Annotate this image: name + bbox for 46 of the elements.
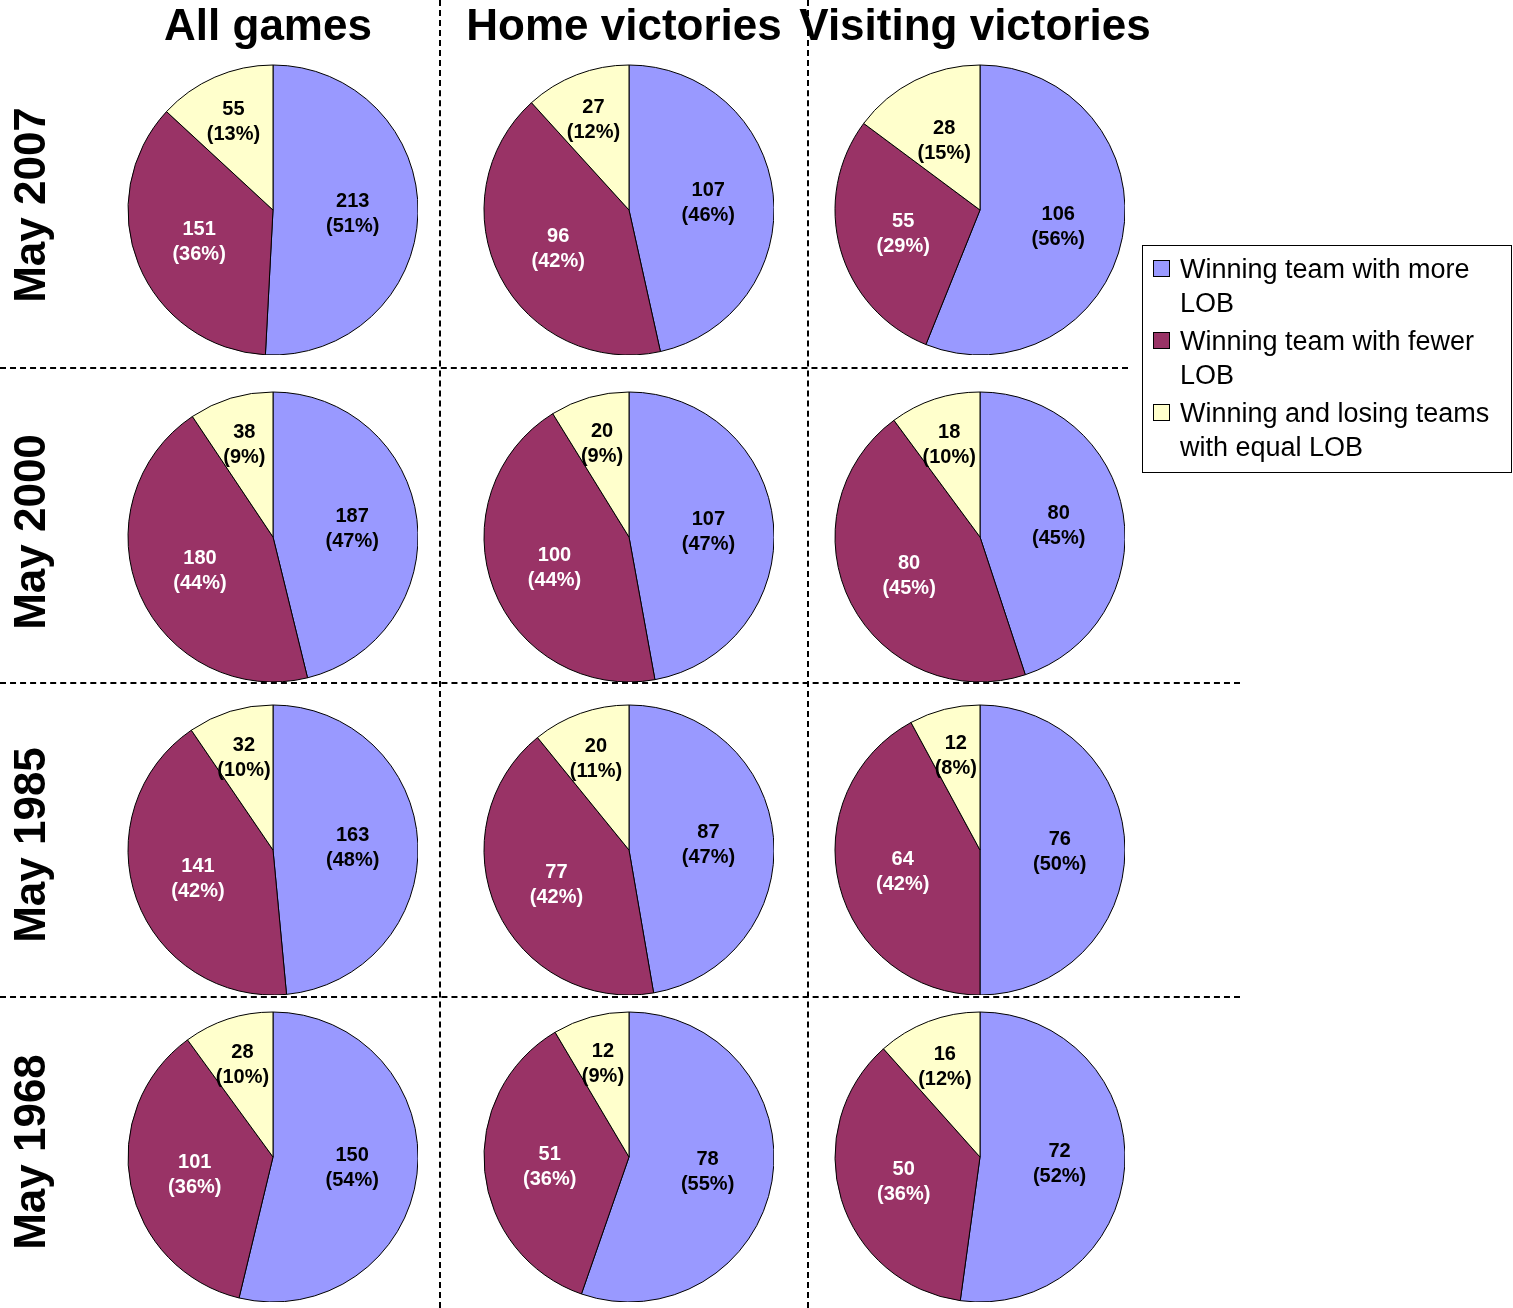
legend-label: Winning and losing teams with equal LOB xyxy=(1180,397,1491,464)
data-label: 32 (10%) xyxy=(217,732,271,780)
data-label: 28 (10%) xyxy=(215,1040,270,1088)
data-label: 55 (13%) xyxy=(206,96,261,144)
chart-title: All games xyxy=(163,0,373,50)
data-label: 213 (51%) xyxy=(326,189,380,237)
data-label: 87 (47%) xyxy=(681,820,736,868)
data-label: 50 (36%) xyxy=(877,1157,931,1205)
text: May 2000 xyxy=(5,433,55,632)
data-label: 101 (36%) xyxy=(168,1149,222,1197)
data-label: 187 (47%) xyxy=(325,504,379,552)
data-label: 27 (12%) xyxy=(566,95,621,143)
text: May 1968 xyxy=(5,1053,55,1252)
data-label: 12 (9%) xyxy=(581,1038,625,1086)
data-label: 55 (29%) xyxy=(876,208,930,256)
data-label: 163 (48%) xyxy=(325,823,380,871)
chart-title: Visiting victories xyxy=(798,0,1152,50)
data-label: 28 (15%) xyxy=(917,115,971,163)
data-label: 51 (36%) xyxy=(522,1141,577,1189)
data-label: 64 (42%) xyxy=(876,846,930,894)
data-label: 12 (8%) xyxy=(934,731,977,779)
data-label: 100 (44%) xyxy=(527,542,582,590)
data-label: 107 (46%) xyxy=(681,178,735,226)
data-label: 16 (12%) xyxy=(918,1041,972,1089)
data-label: 78 (55%) xyxy=(680,1147,735,1195)
data-label: 77 (42%) xyxy=(529,860,584,908)
data-label: 76 (50%) xyxy=(1033,827,1087,874)
text: May 2007 xyxy=(5,106,55,305)
data-label: 38 (9%) xyxy=(223,419,266,467)
data-label: 72 (52%) xyxy=(1032,1139,1087,1187)
legend-label: Winning team with fewer LOB xyxy=(1180,325,1476,392)
data-label: 150 (54%) xyxy=(325,1143,379,1191)
data-label: 141 (42%) xyxy=(171,854,225,902)
data-label: 20 (9%) xyxy=(580,419,624,467)
data-label: 80 (45%) xyxy=(1032,501,1086,549)
data-label: 18 (10%) xyxy=(922,420,976,468)
data-label: 180 (44%) xyxy=(173,546,227,594)
data-label: 80 (45%) xyxy=(882,550,936,598)
text: May 1985 xyxy=(5,746,55,945)
data-label: 151 (36%) xyxy=(172,217,226,265)
data-label: 96 (42%) xyxy=(531,223,585,271)
legend-label: Winning team with more LOB xyxy=(1180,253,1471,320)
chart-title: Home victories xyxy=(466,0,782,49)
data-label: 107 (47%) xyxy=(681,506,736,554)
data-label: 106 (56%) xyxy=(1031,202,1085,250)
data-label: 20 (11%) xyxy=(569,734,623,782)
